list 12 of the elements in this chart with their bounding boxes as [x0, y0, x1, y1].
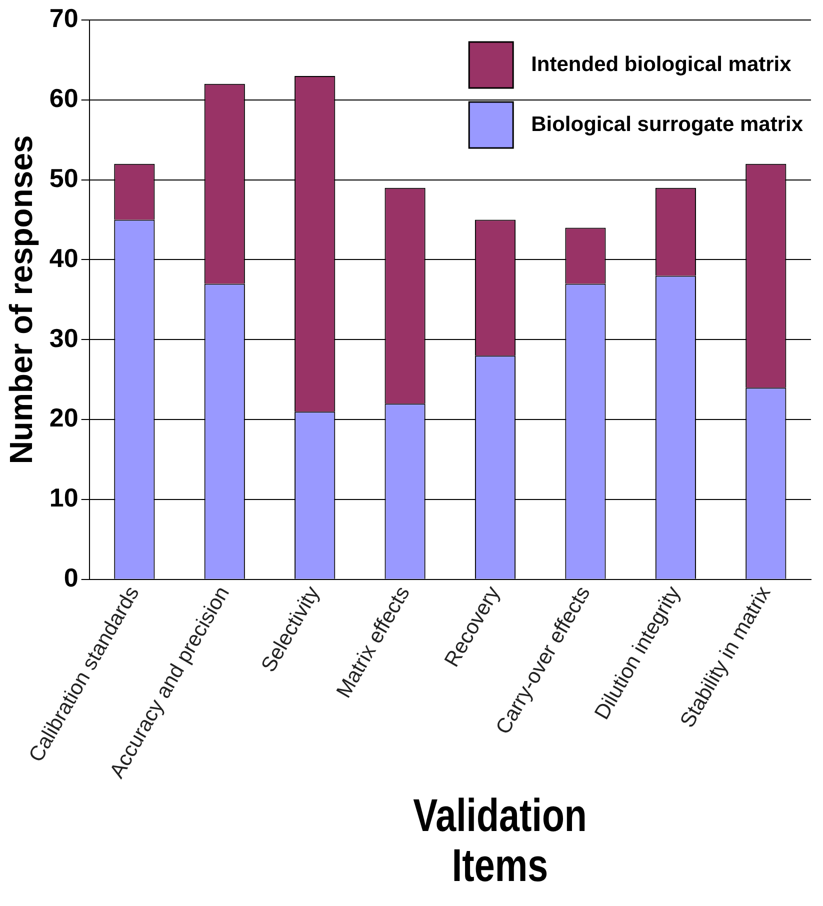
y-tick-label: 0 — [64, 562, 78, 593]
y-tick-label: 10 — [49, 482, 78, 513]
y-tick-label: 40 — [49, 242, 78, 273]
y-tick-label: 50 — [49, 162, 78, 193]
legend-label: Intended biological matrix — [531, 52, 792, 76]
legend-label: Biological surrogate matrix — [531, 112, 804, 136]
x-axis-title: Validation Items — [412, 789, 588, 891]
y-tick-label: 70 — [49, 3, 78, 34]
y-tick-label: 60 — [49, 83, 78, 114]
y-axis-title: Number of responses — [3, 135, 40, 464]
y-tick-label: 30 — [49, 322, 78, 353]
y-tick-label: 20 — [49, 402, 78, 433]
